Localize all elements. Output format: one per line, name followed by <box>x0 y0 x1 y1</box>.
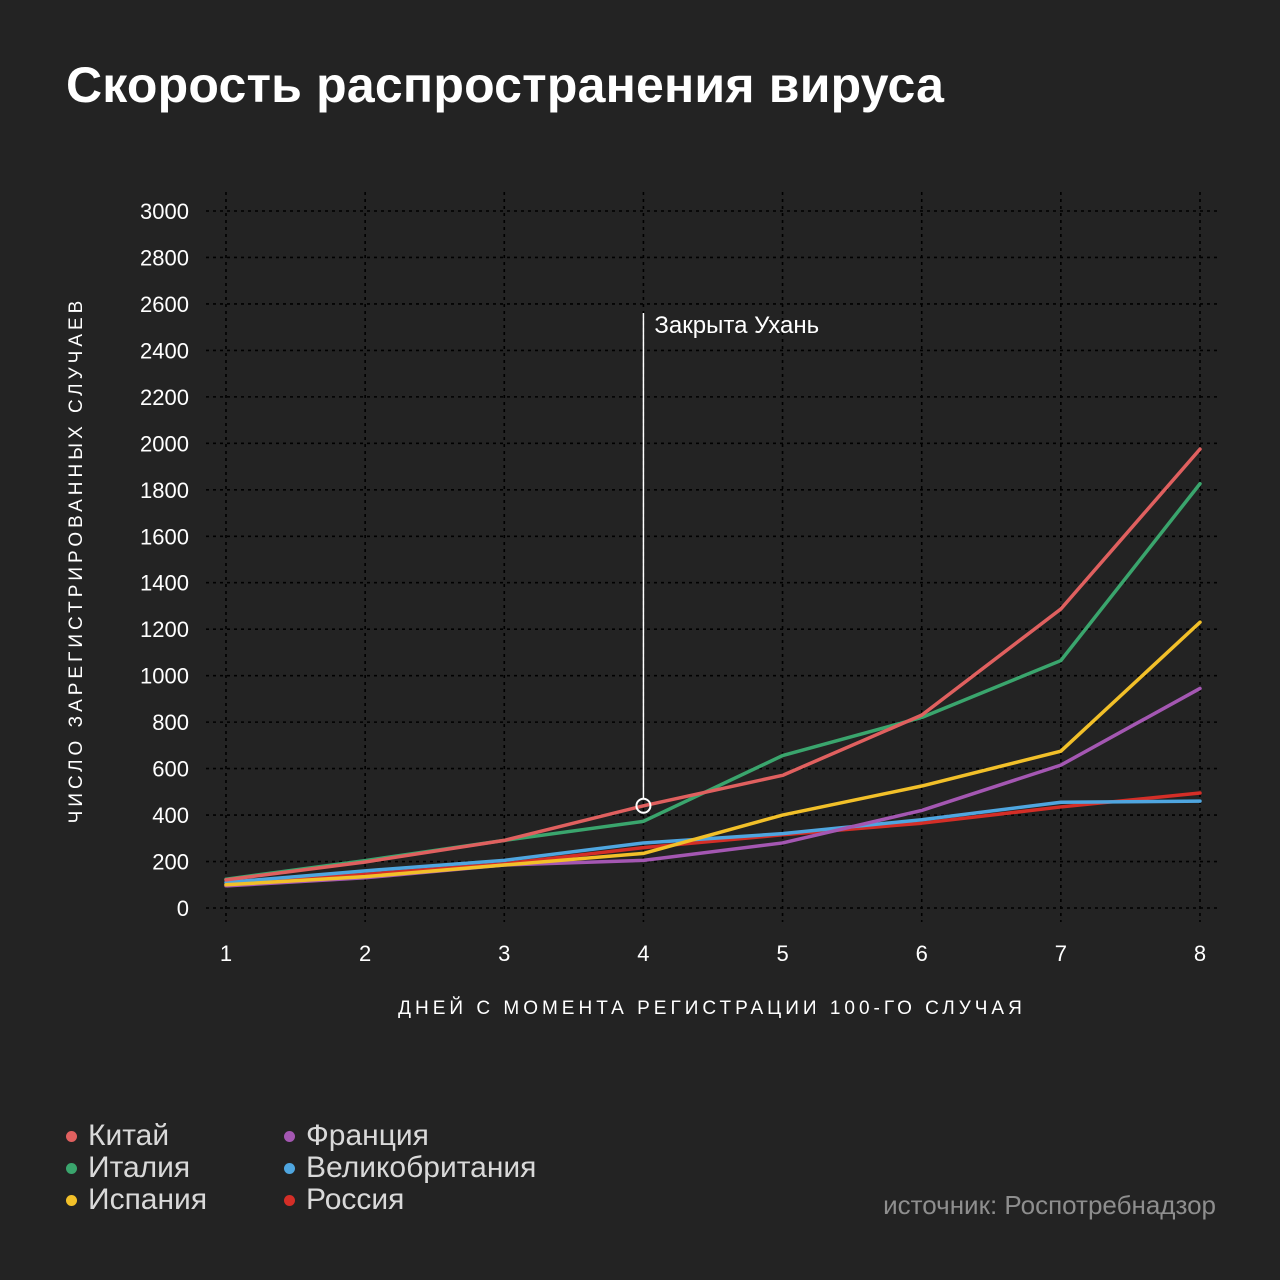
x-axis-ticks: 1 2 3 4 5 6 7 8 <box>220 941 1206 966</box>
legend-label: Испания <box>88 1183 208 1216</box>
legend-item: Испания <box>66 1184 207 1216</box>
y-tick-label: 2800 <box>140 245 189 270</box>
y-tick-label: 600 <box>152 757 189 782</box>
legend-swatch <box>284 1162 295 1174</box>
y-tick-label: 400 <box>152 803 189 828</box>
legend-column-1: Китай Италия Испания <box>66 1120 207 1216</box>
y-axis-title: ЧИСЛО ЗАРЕГИСТРИРОВАННЫХ СЛУЧАЕВ <box>66 297 87 824</box>
annotation-label: Закрыта Ухань <box>654 312 819 339</box>
y-axis-ticks: 0 200 400 600 800 1000 1200 1400 1600 1800 2000 220… <box>140 199 189 921</box>
x-tick-label: 2 <box>359 941 371 966</box>
legend-item: Китай <box>66 1120 207 1152</box>
legend-item: Италия <box>66 1152 207 1184</box>
legend-label: Франция <box>306 1119 429 1152</box>
legend-swatch <box>284 1130 295 1142</box>
legend-swatch <box>66 1162 77 1174</box>
x-tick-label: 8 <box>1194 941 1206 966</box>
x-axis-title: ДНЕЙ С МОМЕНТА РЕГИСТРАЦИИ 100-ГО СЛУЧАЯ <box>398 997 1026 1019</box>
y-tick-label: 2600 <box>140 292 189 317</box>
y-tick-label: 2400 <box>140 338 189 363</box>
legend-swatch <box>66 1194 77 1206</box>
series-lines <box>224 447 1202 888</box>
x-tick-label: 3 <box>498 941 510 966</box>
series-line <box>224 482 1202 881</box>
y-tick-label: 2000 <box>140 431 189 456</box>
y-tick-label: 800 <box>152 710 189 735</box>
annotation: Закрыта Ухань <box>635 312 819 814</box>
legend-label: Китай <box>88 1119 170 1152</box>
legend-swatch <box>66 1130 77 1142</box>
series-line <box>224 791 1202 887</box>
y-tick-label: 0 <box>177 896 189 921</box>
annotation-marker <box>635 797 652 814</box>
y-tick-label: 2200 <box>140 385 189 410</box>
x-tick-label: 5 <box>776 941 788 966</box>
legend-item: Франция <box>284 1120 536 1152</box>
legend-label: Италия <box>88 1151 191 1184</box>
y-tick-label: 3000 <box>140 199 189 224</box>
y-tick-label: 1600 <box>140 524 189 549</box>
series-line <box>224 799 1202 885</box>
y-tick-label: 200 <box>152 850 189 875</box>
x-tick-label: 7 <box>1055 941 1067 966</box>
legend-item: Великобритания <box>284 1152 536 1184</box>
legend-swatch <box>284 1194 295 1206</box>
source-note: источник: Роспотребнадзор <box>883 1190 1216 1220</box>
y-tick-label: 1000 <box>140 664 189 689</box>
series-line <box>224 620 1202 887</box>
gridlines <box>206 192 1218 922</box>
legend-label: Россия <box>306 1183 405 1216</box>
y-tick-label: 1400 <box>140 571 189 596</box>
legend-label: Великобритания <box>306 1151 537 1184</box>
x-tick-label: 4 <box>637 941 649 966</box>
x-tick-label: 1 <box>220 941 232 966</box>
series-line <box>224 447 1202 882</box>
legend-item: Россия <box>284 1184 536 1216</box>
y-tick-label: 1800 <box>140 478 189 503</box>
y-tick-label: 1200 <box>140 617 189 642</box>
x-tick-label: 6 <box>916 941 928 966</box>
legend-column-2: Франция Великобритания Россия <box>284 1120 536 1216</box>
chart-title: Скорость распространения вируса <box>66 57 945 113</box>
